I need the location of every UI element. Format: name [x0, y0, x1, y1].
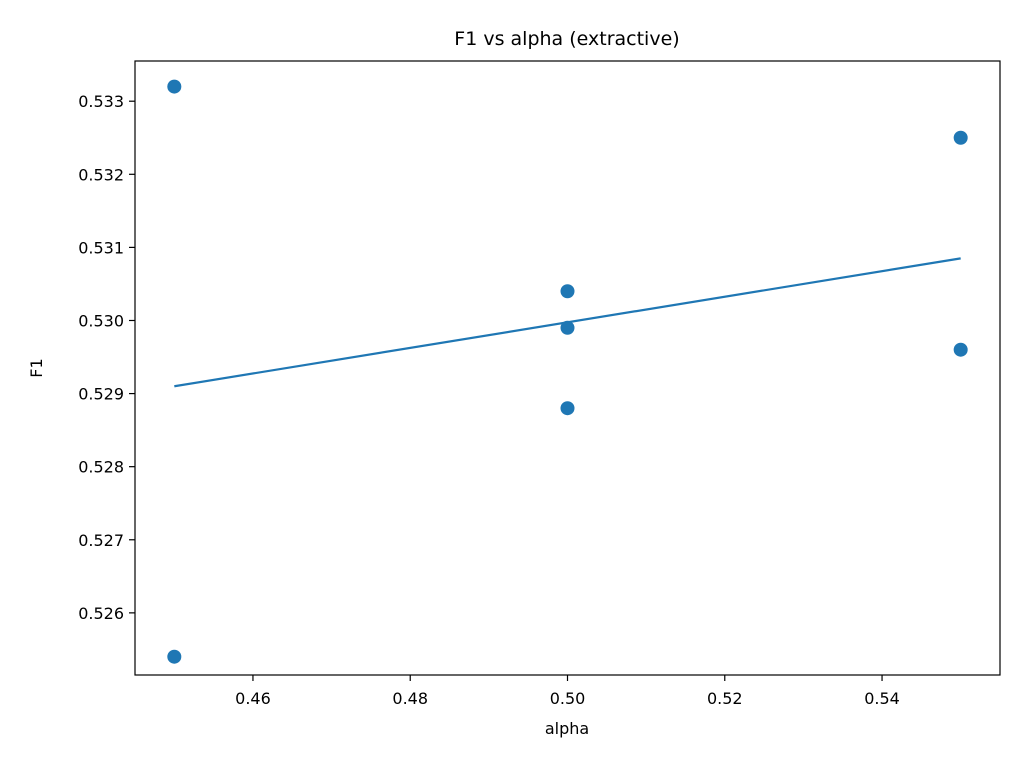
chart-title: F1 vs alpha (extractive): [454, 28, 679, 50]
x-tick-label: 0.54: [864, 689, 900, 708]
x-tick-label: 0.46: [235, 689, 271, 708]
x-tick-label: 0.48: [392, 689, 428, 708]
scatter-point: [560, 320, 575, 335]
y-tick-label: 0.530: [78, 311, 124, 330]
x-axis-label: alpha: [545, 719, 589, 738]
scatter-point: [560, 284, 575, 299]
scatter-point: [167, 79, 182, 94]
scatter-point: [953, 342, 968, 357]
y-tick-label: 0.527: [78, 531, 124, 550]
x-axis: 0.46 0.48 0.50 0.52 0.54: [235, 675, 900, 708]
scatter-point: [953, 130, 968, 145]
y-axis: 0.526 0.527 0.528 0.529 0.530 0.531 0.532 0.533: [78, 92, 135, 623]
y-tick-label: 0.529: [78, 385, 124, 404]
y-axis-label: F1: [27, 358, 46, 377]
scatter-point: [167, 649, 182, 664]
x-tick-label: 0.52: [707, 689, 743, 708]
plot-area: [167, 79, 968, 664]
y-tick-label: 0.526: [78, 604, 124, 623]
y-tick-label: 0.531: [78, 238, 124, 257]
y-tick-label: 0.528: [78, 458, 124, 477]
y-tick-label: 0.532: [78, 165, 124, 184]
y-tick-label: 0.533: [78, 92, 124, 111]
x-tick-label: 0.50: [550, 689, 586, 708]
scatter-point: [560, 401, 575, 416]
